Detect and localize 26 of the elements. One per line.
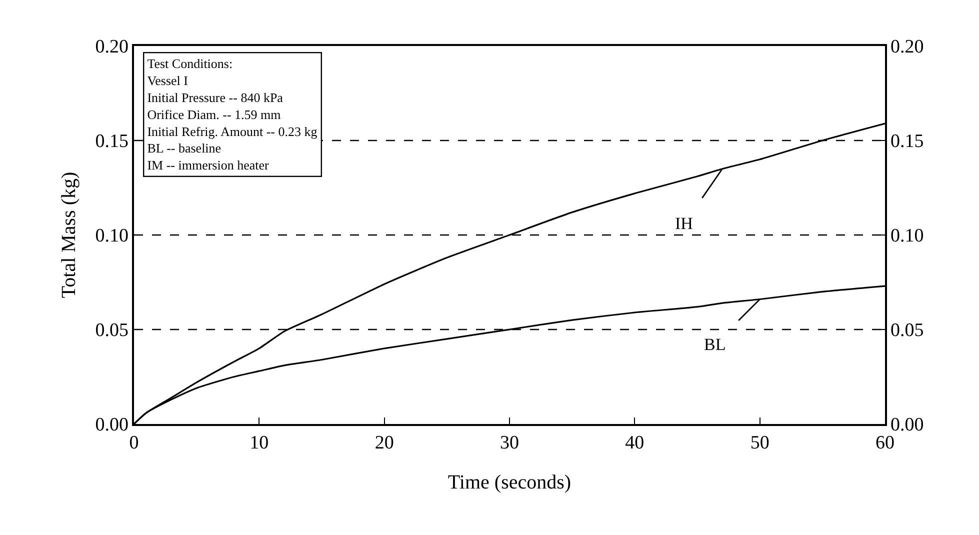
x-tick-label: 10	[250, 432, 269, 454]
annotation: Initial Pressure -- 840 kPa	[147, 90, 284, 105]
y-tick-label: 0.05	[95, 320, 128, 342]
annotation: Initial Refrig. Amount -- 0.23 kg	[147, 124, 318, 139]
y-tick-label: 0.20	[95, 36, 128, 58]
annotation: BL -- baseline	[147, 140, 222, 156]
y-tick-label: 0.00	[95, 414, 128, 436]
y-tick-label: 0.10	[95, 226, 128, 247]
annotation: Test Conditions:	[147, 56, 233, 72]
x-tick-label: 30	[500, 432, 519, 454]
annotation: IM -- immersion heater	[147, 158, 270, 173]
y-tick-label: 0.15	[95, 131, 128, 152]
series-label: IH	[675, 214, 693, 233]
y-axis-title: Total Mass (kg)	[58, 172, 80, 298]
series-label: BL	[704, 335, 726, 354]
y2-tick-label: 0.20	[890, 36, 924, 58]
x-tick-label: 20	[374, 432, 394, 454]
x-tick-label: 0	[129, 432, 139, 454]
x-tick-label: 40	[625, 432, 644, 454]
y2-tick-label: 0.05	[890, 320, 924, 342]
annotation: Orifice Diam. -- 1.59 mm	[147, 106, 281, 122]
x-axis-title: Time (seconds)	[448, 472, 572, 494]
x-tick-label: 50	[750, 432, 770, 454]
y2-tick-label: 0.15	[890, 131, 924, 152]
y2-tick-label: 0.10	[890, 226, 924, 247]
annotation: Vessel I	[147, 73, 188, 88]
